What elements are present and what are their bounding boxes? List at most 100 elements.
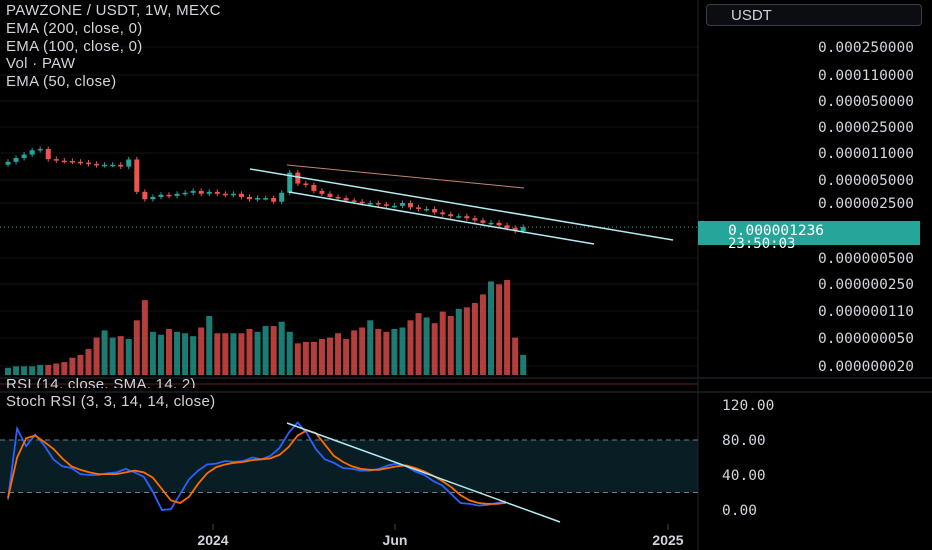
price-tick-label: 0.000250000	[818, 40, 914, 56]
candle-body	[190, 190, 196, 193]
candle-body	[158, 194, 164, 197]
candle-body	[21, 154, 27, 159]
candle-body	[520, 227, 526, 232]
candle-body	[416, 207, 422, 209]
candle-body	[110, 164, 116, 167]
volume-bar	[133, 320, 140, 375]
candle-body	[464, 216, 470, 219]
stoch-tick-label: 0.00	[722, 503, 757, 519]
candle-body	[198, 190, 204, 194]
volume-bar	[327, 337, 333, 375]
candle-body	[472, 218, 478, 221]
volume-bar	[93, 337, 100, 375]
volume-bar	[375, 328, 382, 375]
volume-bar	[174, 331, 181, 375]
ema200-legend[interactable]: EMA (200, close, 0)	[6, 20, 143, 37]
volume-bar	[262, 326, 269, 375]
candle-body	[440, 212, 446, 215]
stoch-tick-label: 40.00	[722, 468, 766, 484]
candle-body	[327, 193, 333, 197]
volume-bar	[431, 323, 438, 375]
rsi-legend[interactable]: RSI (14, close, SMA, 14, 2)	[6, 376, 196, 388]
volume-bar	[157, 334, 164, 375]
candle-body	[238, 193, 244, 197]
volume-bar	[463, 307, 470, 375]
candle-body	[230, 193, 236, 196]
candle-body	[102, 164, 108, 167]
candle-body	[295, 172, 301, 184]
candle-body	[45, 148, 51, 160]
volume-bar	[182, 333, 189, 375]
volume-bar	[318, 339, 325, 375]
volume-bar	[61, 362, 68, 375]
candle-body	[375, 203, 381, 205]
candle-body	[424, 208, 430, 211]
candle-body	[311, 185, 317, 191]
candle-body	[13, 158, 19, 162]
bar-countdown: 23:50:03	[728, 236, 796, 252]
volume-legend[interactable]: Vol · PAW	[6, 55, 76, 72]
volume-bar	[423, 317, 430, 375]
volume-bar	[439, 311, 446, 375]
volume-bar	[496, 284, 503, 375]
volume-bar	[45, 364, 52, 375]
candle-body	[391, 205, 397, 208]
price-tick-label: 0.000000250	[818, 277, 914, 293]
volume-bar	[455, 308, 462, 375]
currency-selector[interactable]: USDT	[706, 4, 922, 26]
channel-lower-line	[288, 191, 595, 245]
candle-body	[399, 203, 405, 206]
volume-bar	[37, 364, 44, 375]
volume-bar	[206, 315, 213, 375]
volume-bar	[286, 331, 293, 375]
x-tick-label: 2025	[652, 532, 683, 548]
symbol-title: PAWZONE / USDT, 1W, MEXC	[6, 2, 221, 19]
volume-bar	[351, 330, 358, 375]
volume-bar	[520, 354, 527, 375]
candle-body	[351, 200, 357, 202]
volume-bar	[109, 337, 116, 375]
volume-bars	[5, 280, 527, 375]
candle-body	[319, 190, 325, 194]
candle-body	[86, 162, 91, 165]
candle-body	[279, 192, 285, 202]
x-tick-label: 2024	[197, 532, 228, 548]
ema50-legend[interactable]: EMA (50, close)	[6, 73, 117, 90]
stoch-rsi-legend[interactable]: Stoch RSI (3, 3, 14, 14, close)	[6, 393, 216, 410]
volume-bar	[141, 300, 148, 375]
volume-bar	[5, 367, 11, 375]
ema100-legend[interactable]: EMA (100, close, 0)	[6, 38, 143, 55]
channel-trendlines	[249, 164, 674, 245]
currency-label: USDT	[731, 7, 772, 24]
volume-bar	[391, 328, 398, 375]
volume-bar	[504, 280, 511, 375]
price-tick-label: 0.000000050	[818, 331, 914, 347]
candle-body	[53, 159, 59, 161]
volume-bar	[471, 303, 478, 375]
last-price: 0.000001236	[728, 223, 825, 239]
last-price-tag: 0.000001236 23:50:03	[698, 221, 920, 251]
candle-body	[94, 163, 100, 166]
volume-bar	[53, 363, 60, 375]
candle-body	[271, 198, 277, 202]
stoch-d-line	[7, 429, 506, 505]
volume-bar	[77, 354, 84, 375]
volume-bar	[335, 333, 342, 375]
resistance-line	[286, 164, 525, 189]
stoch-rsi-pane	[0, 421, 698, 523]
candle-body	[150, 196, 156, 200]
price-tick-label: 0.000025000	[818, 120, 914, 136]
volume-bar	[125, 339, 132, 375]
candle-body	[432, 208, 438, 213]
stoch-tick-label: 120.00	[722, 398, 774, 414]
volume-bar	[214, 333, 221, 375]
volume-bar	[117, 336, 124, 375]
volume-bar	[222, 333, 229, 375]
volume-bar	[302, 341, 309, 375]
volume-bar	[479, 294, 486, 375]
volume-bar	[29, 366, 36, 375]
volume-bar	[254, 331, 261, 375]
stoch-tick-label: 80.00	[722, 433, 766, 449]
